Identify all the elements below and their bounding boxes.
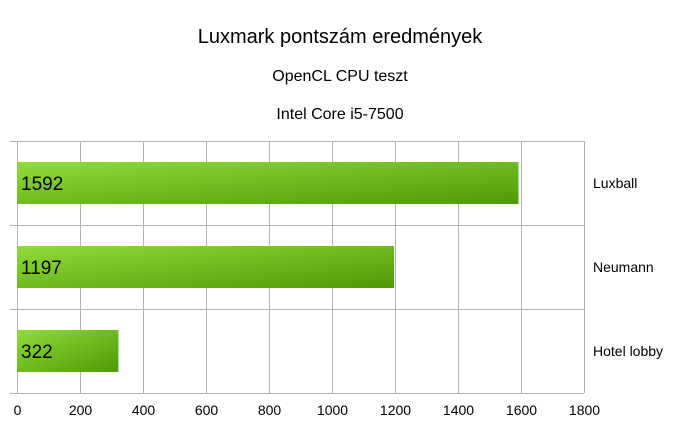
category-label: Luxball	[593, 175, 637, 191]
bar	[17, 246, 395, 288]
chart-subtitle-2: Intel Core i5-7500	[276, 106, 404, 123]
label-layer: 0 200 400 600 800 1000 1200 1400 1600 1800 1592 Lux…	[14, 174, 663, 418]
x-tick-label: 800	[258, 402, 282, 418]
category-label: Hotel lobby	[593, 343, 663, 359]
chart-subtitle: OpenCL CPU teszt	[272, 68, 408, 85]
bar	[17, 162, 519, 204]
x-tick-label: 1600	[506, 402, 537, 418]
x-tick-label: 1400	[443, 402, 474, 418]
x-tick-label: 1200	[380, 402, 411, 418]
x-tick-label: 1800	[569, 402, 600, 418]
x-tick-label: 400	[132, 402, 156, 418]
bar-layer	[17, 162, 519, 372]
bar	[17, 330, 119, 372]
chart-title: Luxmark pontszám eredmények	[197, 26, 483, 48]
category-label: Neumann	[593, 259, 654, 275]
x-tick-label: 0	[14, 402, 22, 418]
data-label: 1592	[21, 174, 63, 195]
x-tick-label: 200	[69, 402, 93, 418]
x-tick-label: 1000	[317, 402, 348, 418]
x-tick-label: 600	[195, 402, 219, 418]
data-label: 322	[21, 342, 53, 363]
data-label: 1197	[21, 258, 62, 279]
